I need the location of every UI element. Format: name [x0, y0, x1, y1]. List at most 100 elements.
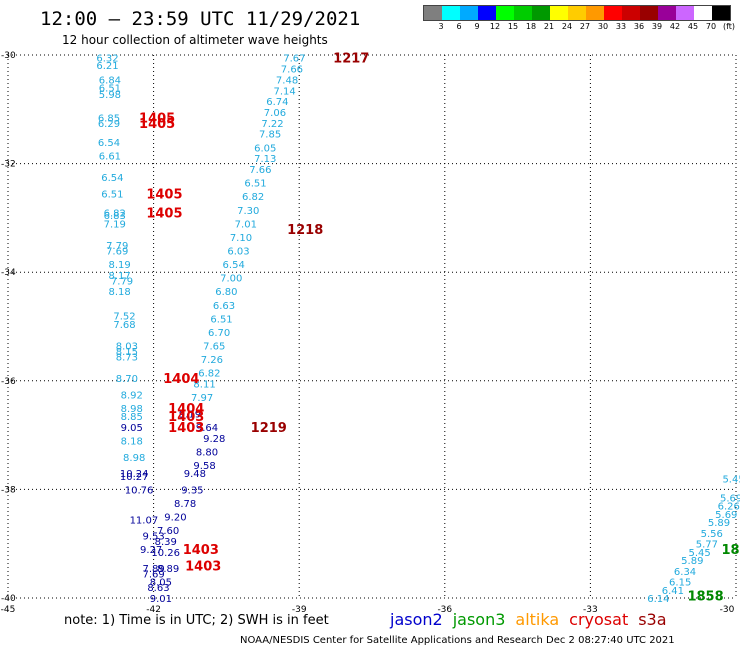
lon-tick-label: -36: [437, 605, 452, 615]
colorbar-cell: [676, 6, 694, 20]
swh-value: 5.89: [708, 518, 730, 529]
swh-value: 6.14: [647, 594, 669, 605]
swh-value: 6.54: [98, 138, 120, 149]
swh-value: 6.15: [669, 578, 691, 589]
colorbar-cell: [532, 6, 550, 20]
swh-value: 7.65: [203, 342, 225, 353]
swh-value: 9.19: [179, 409, 201, 420]
swh-value: 6.82: [104, 208, 126, 219]
swh-value: 8.89: [157, 564, 179, 575]
swh-value: 7.85: [259, 130, 281, 141]
swh-value: 6.05: [254, 143, 276, 154]
pass-number: 1404: [168, 402, 204, 417]
lat-tick-label: -32: [1, 160, 16, 170]
swh-value: 7.30: [237, 206, 259, 217]
colorbar-cell: [622, 6, 640, 20]
colorbar-label: 39: [651, 22, 663, 31]
swh-value: 5.89: [681, 556, 703, 567]
swh-value: 10.76: [125, 485, 154, 496]
colorbar-cell: [694, 6, 712, 20]
colorbar-label: 30: [597, 22, 609, 31]
swh-value: 6.85: [98, 113, 120, 124]
swh-value: 9.28: [203, 434, 225, 445]
swh-value: 7.67: [283, 54, 305, 65]
swh-value: 8.19: [108, 260, 130, 271]
swh-value: 7.60: [157, 526, 179, 537]
swh-value: 7.01: [235, 219, 257, 230]
lat-tick-label: -38: [1, 485, 16, 495]
lon-tick-label: -33: [583, 605, 598, 615]
swh-value: 9.05: [121, 423, 143, 434]
colorbar-cell: [604, 6, 622, 20]
swh-value: 7.00: [220, 274, 242, 285]
pass-number: 1858: [721, 543, 740, 558]
swh-value: 6.54: [101, 173, 123, 184]
swh-value: 8.73: [116, 352, 138, 363]
colorbar-label: 9: [474, 22, 480, 31]
colorbar-label: 12: [489, 22, 501, 31]
colorbar-cell: [568, 6, 586, 20]
swh-value: 8.98: [121, 404, 143, 415]
swh-value: 7.19: [104, 219, 126, 230]
swh-value: 8.92: [121, 390, 143, 401]
swh-value: 5.45: [688, 548, 710, 559]
pass-number: 1404: [163, 372, 199, 387]
swh-value: 7.06: [264, 108, 286, 119]
colorbar-cell: [550, 6, 568, 20]
swh-value: 5.69: [715, 510, 737, 521]
swh-value: 5.45: [722, 475, 740, 486]
swh-value: 7.69: [142, 570, 164, 581]
colorbar-cell: [586, 6, 604, 20]
axis-labels: -30 -32 -34 -36 -38 -40-45 -42 -39 -36 -33 -30: [1, 51, 735, 615]
swh-value: 7.79: [111, 276, 133, 287]
colorbar-cell: [496, 6, 514, 20]
swh-value: 6.70: [208, 328, 230, 339]
swh-value: 6.41: [662, 586, 684, 597]
swh-values: 6.326.216.846.515.986.856.296.546.616.54…: [96, 54, 740, 605]
swh-value: 10.27: [120, 472, 149, 483]
swh-value: 8.98: [123, 453, 145, 464]
swh-value: 5.56: [701, 529, 723, 540]
swh-value: 5.69: [720, 494, 740, 505]
swh-value: 6.51: [210, 314, 232, 325]
satellite-legend-entry: jason2: [390, 610, 443, 629]
pass-number: 1405: [146, 187, 182, 202]
swh-value: 7.97: [191, 393, 213, 404]
swh-value: 8.70: [116, 374, 138, 385]
swh-value: 10.26: [151, 548, 180, 559]
swh-value: 8.18: [121, 437, 143, 448]
colorbar-label: 24: [561, 22, 573, 31]
colorbar-label: 6: [456, 22, 462, 31]
swh-value: 6.80: [215, 287, 237, 298]
swh-value: 6.34: [674, 567, 696, 578]
lat-tick-label: -30: [1, 51, 16, 61]
swh-value: 6.74: [266, 97, 288, 108]
lon-tick-label: -30: [720, 605, 735, 615]
swh-value: 7.66: [281, 65, 303, 76]
credit-line: NOAA/NESDIS Center for Satellite Applica…: [240, 635, 675, 646]
swh-value: 7.22: [261, 119, 283, 130]
swh-value: 7.10: [230, 233, 252, 244]
swh-value: 8.85: [121, 412, 143, 423]
swh-value: 6.32: [96, 54, 118, 65]
colorbar-cell: [478, 6, 496, 20]
colorbar-label: 42: [669, 22, 681, 31]
lon-tick-label: -45: [1, 605, 16, 615]
colorbar-label: 21: [543, 22, 555, 31]
colorbar-cell: [460, 6, 478, 20]
satellite-legend-entry: s3a: [638, 610, 667, 629]
colorbar-cell: [658, 6, 676, 20]
colorbar-cell: [712, 6, 730, 20]
swh-value: 9.58: [193, 461, 215, 472]
pass-number: 1403: [168, 410, 204, 425]
lon-tick-label: -39: [292, 605, 307, 615]
swh-value: 5.98: [99, 90, 121, 101]
pass-number: 1217: [333, 52, 369, 67]
colorbar-label: 18: [525, 22, 537, 31]
swh-value: 6.03: [227, 246, 249, 257]
swh-value: 8.15: [116, 347, 138, 358]
footer-note: note: 1) Time is in UTC; 2) SWH is in fe…: [64, 613, 329, 628]
swh-value: 7.52: [113, 312, 135, 323]
swh-value: 7.48: [276, 75, 298, 86]
